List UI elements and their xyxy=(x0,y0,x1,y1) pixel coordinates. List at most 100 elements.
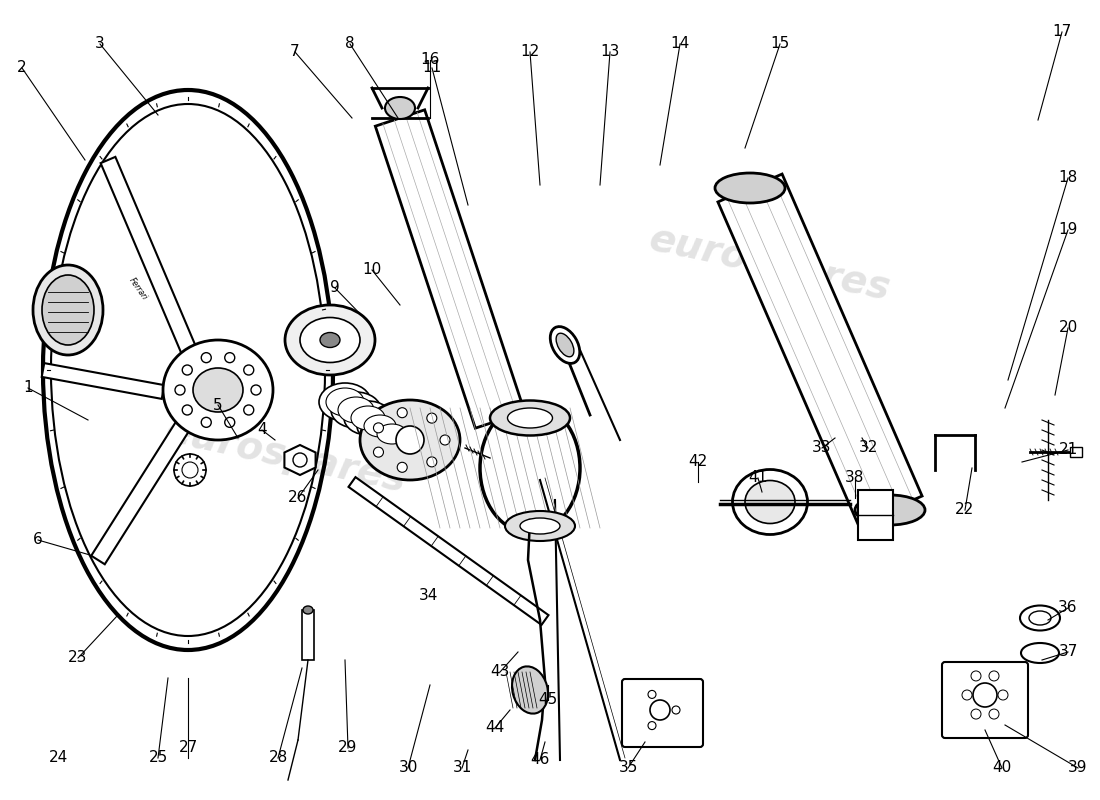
Circle shape xyxy=(427,413,437,423)
Circle shape xyxy=(962,690,972,700)
Text: 2: 2 xyxy=(18,61,26,75)
Circle shape xyxy=(989,671,999,681)
Circle shape xyxy=(224,418,234,427)
Text: 42: 42 xyxy=(689,454,707,470)
Text: 12: 12 xyxy=(520,45,540,59)
Circle shape xyxy=(201,353,211,362)
Text: eurospares: eurospares xyxy=(162,412,410,500)
Ellipse shape xyxy=(326,388,364,416)
Text: 9: 9 xyxy=(330,281,340,295)
Circle shape xyxy=(971,709,981,719)
Text: 18: 18 xyxy=(1058,170,1078,186)
Ellipse shape xyxy=(507,408,552,428)
Ellipse shape xyxy=(285,305,375,375)
Text: Ferrari: Ferrari xyxy=(128,276,148,302)
Circle shape xyxy=(974,683,997,707)
Text: 31: 31 xyxy=(452,761,472,775)
Ellipse shape xyxy=(557,334,574,357)
Ellipse shape xyxy=(300,318,360,362)
Ellipse shape xyxy=(855,495,925,525)
Circle shape xyxy=(183,365,192,375)
Polygon shape xyxy=(349,477,549,625)
Text: 13: 13 xyxy=(601,45,619,59)
Ellipse shape xyxy=(344,401,392,435)
Text: 6: 6 xyxy=(33,533,43,547)
Ellipse shape xyxy=(364,415,396,437)
Text: 15: 15 xyxy=(770,37,790,51)
Circle shape xyxy=(396,426,424,454)
Text: eurospares: eurospares xyxy=(646,220,894,308)
Ellipse shape xyxy=(490,401,570,435)
Ellipse shape xyxy=(320,333,340,347)
Polygon shape xyxy=(100,157,206,375)
Ellipse shape xyxy=(302,606,313,614)
Text: 32: 32 xyxy=(858,441,878,455)
Ellipse shape xyxy=(163,340,273,440)
Ellipse shape xyxy=(1021,643,1059,663)
Circle shape xyxy=(672,706,680,714)
Text: 1: 1 xyxy=(23,381,33,395)
Ellipse shape xyxy=(358,410,403,442)
Circle shape xyxy=(244,365,254,375)
FancyBboxPatch shape xyxy=(942,662,1028,738)
Bar xyxy=(858,490,893,540)
Text: 5: 5 xyxy=(213,398,223,413)
Text: 3: 3 xyxy=(95,37,104,51)
FancyBboxPatch shape xyxy=(621,679,703,747)
Circle shape xyxy=(397,462,407,472)
Ellipse shape xyxy=(42,275,94,345)
Circle shape xyxy=(251,385,261,395)
Text: 38: 38 xyxy=(845,470,865,486)
Text: 19: 19 xyxy=(1058,222,1078,238)
Circle shape xyxy=(648,690,656,698)
Polygon shape xyxy=(42,363,164,399)
Circle shape xyxy=(183,405,192,415)
Circle shape xyxy=(201,418,211,427)
Text: 46: 46 xyxy=(530,753,550,767)
Circle shape xyxy=(182,462,198,478)
Text: 21: 21 xyxy=(1058,442,1078,458)
Ellipse shape xyxy=(338,397,374,423)
Circle shape xyxy=(293,453,307,467)
Text: 7: 7 xyxy=(290,45,300,59)
Polygon shape xyxy=(375,110,525,428)
Circle shape xyxy=(427,457,437,467)
Text: 16: 16 xyxy=(420,53,440,67)
Ellipse shape xyxy=(480,403,580,533)
Text: 29: 29 xyxy=(339,741,358,755)
Text: 35: 35 xyxy=(618,761,638,775)
Ellipse shape xyxy=(1020,606,1060,630)
Ellipse shape xyxy=(33,265,103,355)
Text: 24: 24 xyxy=(48,750,67,766)
Ellipse shape xyxy=(1028,611,1050,625)
Ellipse shape xyxy=(745,481,795,523)
Ellipse shape xyxy=(385,97,415,119)
Text: 23: 23 xyxy=(68,650,88,666)
Ellipse shape xyxy=(550,326,580,363)
Text: 33: 33 xyxy=(812,441,832,455)
Text: 27: 27 xyxy=(178,741,198,755)
Circle shape xyxy=(650,700,670,720)
Circle shape xyxy=(397,408,407,418)
Ellipse shape xyxy=(733,470,807,534)
Text: 40: 40 xyxy=(992,761,1012,775)
Text: 20: 20 xyxy=(1058,321,1078,335)
Text: 44: 44 xyxy=(485,721,505,735)
Text: 41: 41 xyxy=(748,470,768,486)
Polygon shape xyxy=(718,174,922,524)
Text: 30: 30 xyxy=(398,761,418,775)
Ellipse shape xyxy=(331,392,381,428)
Ellipse shape xyxy=(520,518,560,534)
Circle shape xyxy=(374,447,384,457)
Circle shape xyxy=(440,435,450,445)
Ellipse shape xyxy=(360,400,460,480)
Circle shape xyxy=(648,722,656,730)
Text: 39: 39 xyxy=(1068,761,1088,775)
Ellipse shape xyxy=(319,383,371,421)
Circle shape xyxy=(244,405,254,415)
Circle shape xyxy=(989,709,999,719)
Ellipse shape xyxy=(192,368,243,412)
Text: 8: 8 xyxy=(345,37,355,51)
Text: 22: 22 xyxy=(956,502,975,518)
Circle shape xyxy=(998,690,1008,700)
